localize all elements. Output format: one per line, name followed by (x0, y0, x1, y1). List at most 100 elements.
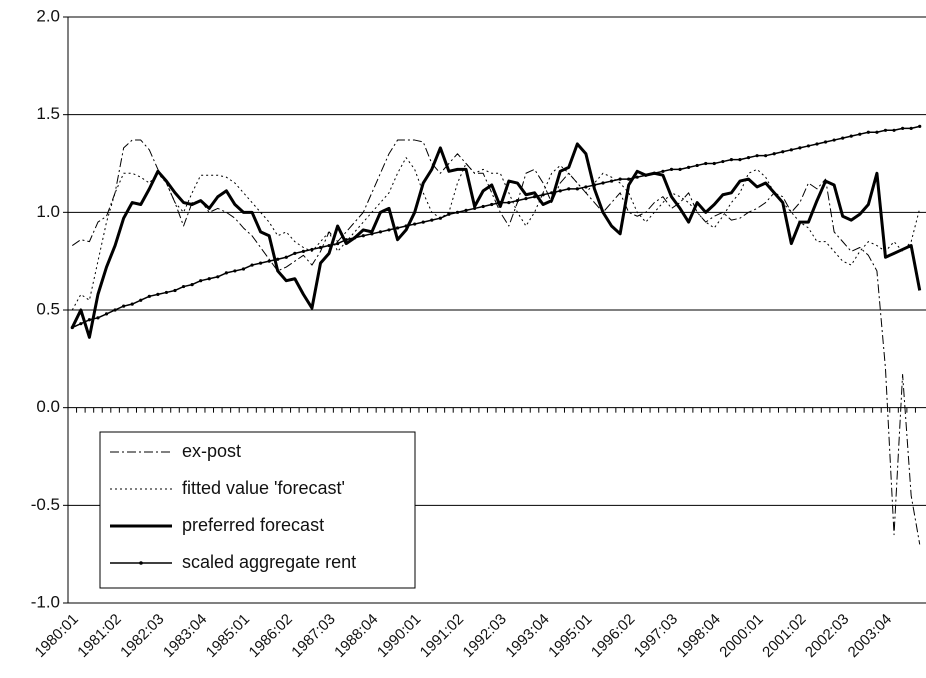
legend-box (99, 431, 416, 589)
legend-marker (139, 561, 143, 565)
point (336, 241, 340, 246)
legend-label: scaled aggregate rent (182, 552, 356, 572)
point (918, 124, 922, 128)
point (378, 230, 383, 234)
point (746, 156, 751, 160)
point (147, 294, 151, 298)
point (122, 304, 126, 308)
x-tick-label: 1988:04 (331, 611, 381, 661)
point (301, 249, 305, 253)
x-tick-label: 1983:04 (160, 611, 210, 661)
point (789, 148, 793, 152)
y-tick-label: 0.0 (36, 397, 60, 416)
series-line (71, 125, 920, 329)
point (276, 257, 280, 261)
point (199, 279, 203, 283)
x-tick-label: 1991:02 (417, 611, 467, 661)
point (395, 226, 400, 230)
x-tick-label: 2000:01 (716, 611, 766, 661)
x-tick-label: 1990:01 (374, 611, 424, 661)
x-tick-label: 1998:04 (674, 611, 724, 661)
x-tick-label: 1996:02 (588, 611, 638, 661)
x-tick-label: 1981:02 (74, 611, 124, 661)
point (532, 195, 537, 199)
point (473, 206, 477, 211)
point (181, 284, 186, 289)
x-tick-label: 1993:04 (502, 611, 552, 661)
y-tick-label: 2.0 (36, 6, 60, 25)
point (79, 322, 83, 326)
point (652, 171, 656, 175)
point (515, 199, 520, 203)
point (661, 169, 665, 173)
point (644, 173, 648, 177)
point (173, 288, 177, 293)
legend: ex-post fitted value 'forecast' preferred … (99, 431, 416, 589)
point (524, 197, 528, 201)
point (635, 175, 639, 179)
point (250, 263, 254, 267)
point (541, 193, 545, 197)
point (430, 218, 434, 222)
point (609, 179, 614, 183)
point (267, 259, 271, 263)
point (669, 167, 674, 171)
point (224, 271, 228, 275)
x-tick-label: 2002:03 (802, 611, 852, 661)
point (447, 212, 451, 216)
y-tick-label: 1.5 (36, 104, 60, 123)
point (755, 154, 759, 158)
point (695, 163, 699, 168)
point (353, 236, 357, 240)
point (601, 181, 605, 185)
point (259, 261, 263, 265)
point (156, 292, 160, 296)
point (866, 130, 870, 134)
point (687, 165, 691, 170)
point (481, 204, 485, 209)
x-tick-label: 1986:02 (246, 611, 296, 661)
y-tick-label: -1.0 (31, 592, 60, 611)
point (190, 283, 194, 287)
point (455, 210, 460, 214)
point (823, 140, 828, 144)
point (438, 216, 442, 220)
point (361, 234, 365, 238)
x-tick-label: 1987:03 (288, 611, 338, 661)
y-tick-label: 1.0 (36, 202, 60, 221)
x-tick-label: 1982:03 (117, 611, 167, 661)
point (584, 185, 588, 189)
legend-label: preferred forecast (182, 515, 324, 535)
point (875, 130, 879, 134)
point (575, 187, 579, 191)
y-tick-label: 0.5 (36, 299, 60, 318)
series-line (70, 142, 922, 339)
point (772, 152, 776, 156)
point (738, 157, 742, 162)
point (678, 167, 682, 171)
series-line (71, 157, 921, 311)
x-tick-label: 1992:03 (460, 611, 510, 661)
point (498, 200, 502, 205)
point (832, 138, 836, 142)
point (113, 308, 117, 312)
point (712, 161, 716, 166)
x-tick-label: 2003:04 (845, 611, 895, 661)
point (387, 228, 391, 232)
point (464, 208, 468, 212)
point (241, 267, 246, 271)
point (909, 126, 913, 130)
x-tick-label: 1980:01 (32, 611, 82, 661)
point (310, 247, 314, 252)
point (130, 302, 134, 306)
point (344, 238, 348, 242)
x-tick-label: 1985:01 (203, 611, 253, 661)
point (318, 245, 323, 250)
point (704, 161, 708, 166)
point (892, 128, 896, 132)
point (815, 142, 819, 146)
point (327, 243, 331, 248)
series-line (71, 139, 921, 545)
point (618, 177, 622, 181)
